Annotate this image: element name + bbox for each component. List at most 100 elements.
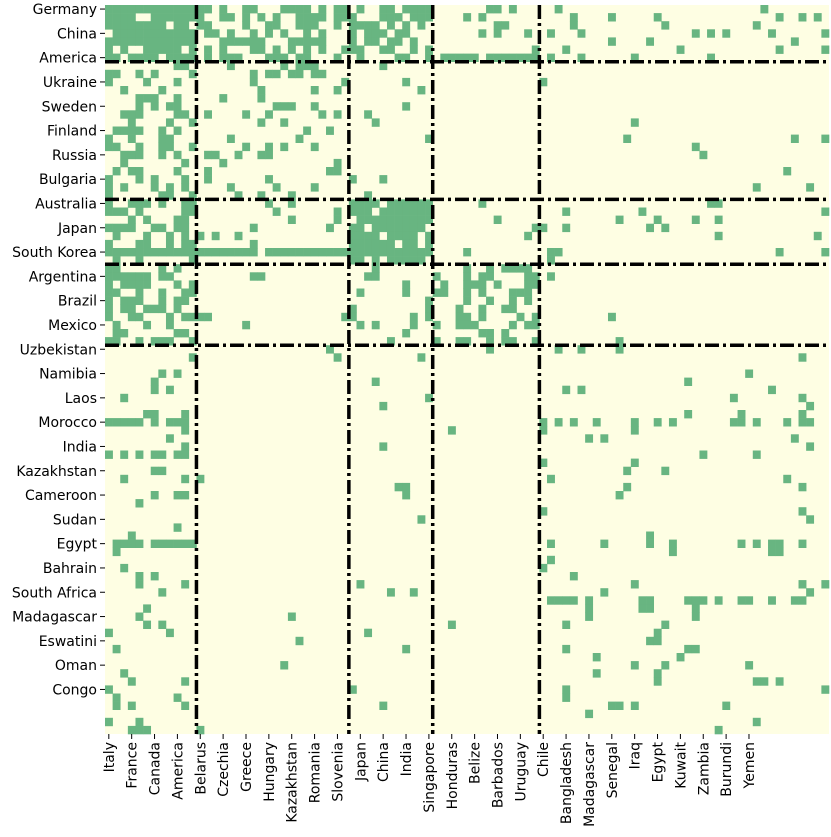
heatmap-cell — [150, 223, 159, 233]
heatmap-cell — [105, 280, 113, 289]
heatmap-cell — [341, 13, 350, 22]
heatmap-cell — [135, 94, 144, 103]
heatmap-cell — [242, 248, 251, 257]
heatmap-cell — [493, 21, 502, 30]
heatmap-cell — [752, 21, 761, 30]
heatmap-cell — [226, 29, 235, 38]
heatmap-cell — [402, 5, 411, 14]
heatmap-cell — [135, 337, 144, 346]
heatmap-cell — [226, 53, 235, 62]
heatmap-cell — [265, 150, 273, 160]
heatmap-cell — [280, 53, 289, 62]
heatmap-cell — [280, 61, 289, 71]
heatmap-cell — [630, 661, 639, 670]
heatmap-cell — [181, 175, 190, 184]
x-tick-label: Barbados — [490, 742, 506, 808]
heatmap-cell — [417, 256, 426, 265]
heatmap-cell — [135, 53, 144, 62]
y-tick-label: America — [39, 51, 97, 67]
heatmap-cell — [257, 118, 266, 127]
heatmap-cell — [379, 5, 388, 14]
heatmap-cell — [165, 337, 174, 346]
heatmap-cell — [409, 248, 418, 257]
heatmap-cell — [165, 29, 174, 38]
heatmap-cell — [127, 223, 136, 233]
heatmap-cell — [295, 13, 304, 22]
heatmap-cell — [371, 320, 380, 330]
heatmap-cell — [615, 215, 624, 224]
heatmap-cell — [364, 272, 373, 281]
heatmap-cell — [188, 207, 197, 216]
heatmap-cell — [806, 515, 815, 524]
heatmap-cell — [219, 45, 228, 54]
heatmap-cell — [173, 450, 182, 459]
heatmap-cell — [242, 5, 251, 14]
heatmap-cell — [417, 215, 426, 224]
heatmap-cell — [737, 410, 746, 419]
heatmap-cell — [105, 272, 113, 281]
heatmap-cell — [188, 248, 197, 257]
heatmap-cell — [204, 5, 212, 14]
heatmap-cell — [120, 207, 129, 216]
heatmap-cell — [165, 37, 174, 46]
heatmap-cell — [768, 596, 776, 605]
heatmap-cell — [280, 118, 289, 127]
heatmap-cell — [440, 280, 449, 289]
heatmap-cell — [326, 345, 334, 354]
heatmap-cell — [455, 53, 464, 62]
y-tick-label: Germany — [33, 2, 97, 18]
heatmap-cell — [135, 142, 144, 152]
heatmap-cell — [135, 248, 144, 257]
x-tick-label: Chile — [536, 742, 552, 777]
heatmap-cell — [165, 320, 174, 330]
heatmap-cell — [105, 207, 113, 216]
heatmap-cell — [371, 264, 380, 273]
heatmap-cell — [386, 256, 395, 265]
heatmap-cell — [165, 142, 174, 152]
heatmap-cell — [600, 539, 609, 548]
heatmap-cell — [127, 418, 136, 427]
heatmap-cell — [303, 21, 312, 30]
heatmap-cell — [105, 685, 113, 694]
heatmap-cell — [120, 21, 129, 30]
y-tick-label: Ukraine — [43, 75, 97, 91]
heatmap-cell — [364, 628, 373, 638]
heatmap-cell — [745, 661, 754, 670]
heatmap-cell — [364, 110, 373, 119]
heatmap-cell — [158, 337, 167, 346]
heatmap-cell — [173, 264, 182, 273]
heatmap-cell — [333, 158, 342, 168]
heatmap-cell — [120, 450, 129, 459]
heatmap-cell — [204, 29, 212, 38]
heatmap-cell — [150, 572, 159, 581]
heatmap-cell — [204, 312, 212, 322]
heatmap-cell — [105, 142, 113, 152]
heatmap-cell — [493, 215, 502, 224]
heatmap-cell — [181, 539, 190, 548]
heatmap-cell — [219, 94, 228, 103]
heatmap-cell — [409, 320, 418, 330]
heatmap-cell — [707, 199, 715, 208]
heatmap-cell — [150, 183, 159, 192]
heatmap-cell — [165, 385, 174, 395]
heatmap-cell — [379, 223, 388, 233]
heatmap-cell — [105, 312, 113, 322]
x-tick-label: Bangladesh — [559, 742, 575, 824]
heatmap-cell — [333, 207, 342, 216]
heatmap-cell — [463, 53, 472, 62]
heatmap-cell — [722, 29, 731, 38]
heatmap-cell — [440, 288, 449, 297]
heatmap-cell — [158, 134, 167, 143]
heatmap-cell — [105, 13, 113, 22]
heatmap-cell — [158, 191, 167, 200]
heatmap-cell — [516, 312, 525, 322]
heatmap-cell — [813, 231, 822, 241]
heatmap-cell — [554, 596, 563, 605]
heatmap-cell — [181, 450, 190, 459]
x-tick-label: Egypt — [651, 742, 667, 783]
heatmap-cell — [364, 239, 373, 249]
heatmap-cell — [127, 248, 136, 257]
heatmap-cell — [188, 539, 197, 548]
heatmap-cell — [333, 53, 342, 62]
heatmap-cell — [112, 256, 121, 265]
